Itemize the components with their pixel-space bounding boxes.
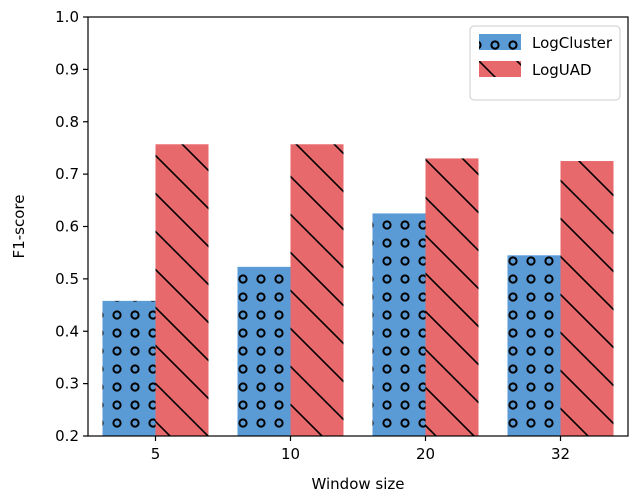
plot-area xyxy=(102,144,614,437)
y-tick-label-0-4: 0.4 xyxy=(55,322,79,340)
bar-logcluster-32 xyxy=(507,255,561,436)
legend-swatch-loguad xyxy=(479,61,521,77)
y-tick-label-0-2: 0.2 xyxy=(55,427,79,445)
x-tick-label-5: 5 xyxy=(151,445,161,463)
bar-loguad-5 xyxy=(155,144,209,437)
y-tick-label-0-7: 0.7 xyxy=(55,165,79,183)
x-axis-label: Window size xyxy=(312,475,405,493)
x-tick-label-20: 20 xyxy=(416,445,435,463)
bar-loguad-20 xyxy=(425,158,479,436)
y-axis-label: F1-score xyxy=(10,195,28,259)
x-tick-label-10: 10 xyxy=(281,445,300,463)
bar-loguad-10 xyxy=(290,144,344,437)
legend-label-logcluster: LogCluster xyxy=(532,34,613,52)
bar-loguad-32 xyxy=(560,161,614,436)
y-tick-label-0-5: 0.5 xyxy=(55,270,79,288)
y-tick-label-0-6: 0.6 xyxy=(55,218,79,236)
bar-logcluster-10 xyxy=(237,266,291,436)
legend: LogCluster LogUAD xyxy=(469,25,621,101)
bar-logcluster-20 xyxy=(372,213,426,436)
x-tick-label-32: 32 xyxy=(551,445,570,463)
legend-swatch-logcluster xyxy=(479,34,521,50)
legend-label-loguad: LogUAD xyxy=(532,61,592,79)
y-tick-label-0-8: 0.8 xyxy=(55,113,79,131)
y-tick-label-1-0: 1.0 xyxy=(55,8,79,26)
y-tick-label-0-9: 0.9 xyxy=(55,60,79,78)
bar-logcluster-5 xyxy=(102,300,156,436)
y-tick-label-0-3: 0.3 xyxy=(55,375,79,393)
axes: 5 10 20 32 0.2 0.3 0.4 0.5 0.6 0.7 0.8 0.9 1.0 xyxy=(55,8,629,463)
